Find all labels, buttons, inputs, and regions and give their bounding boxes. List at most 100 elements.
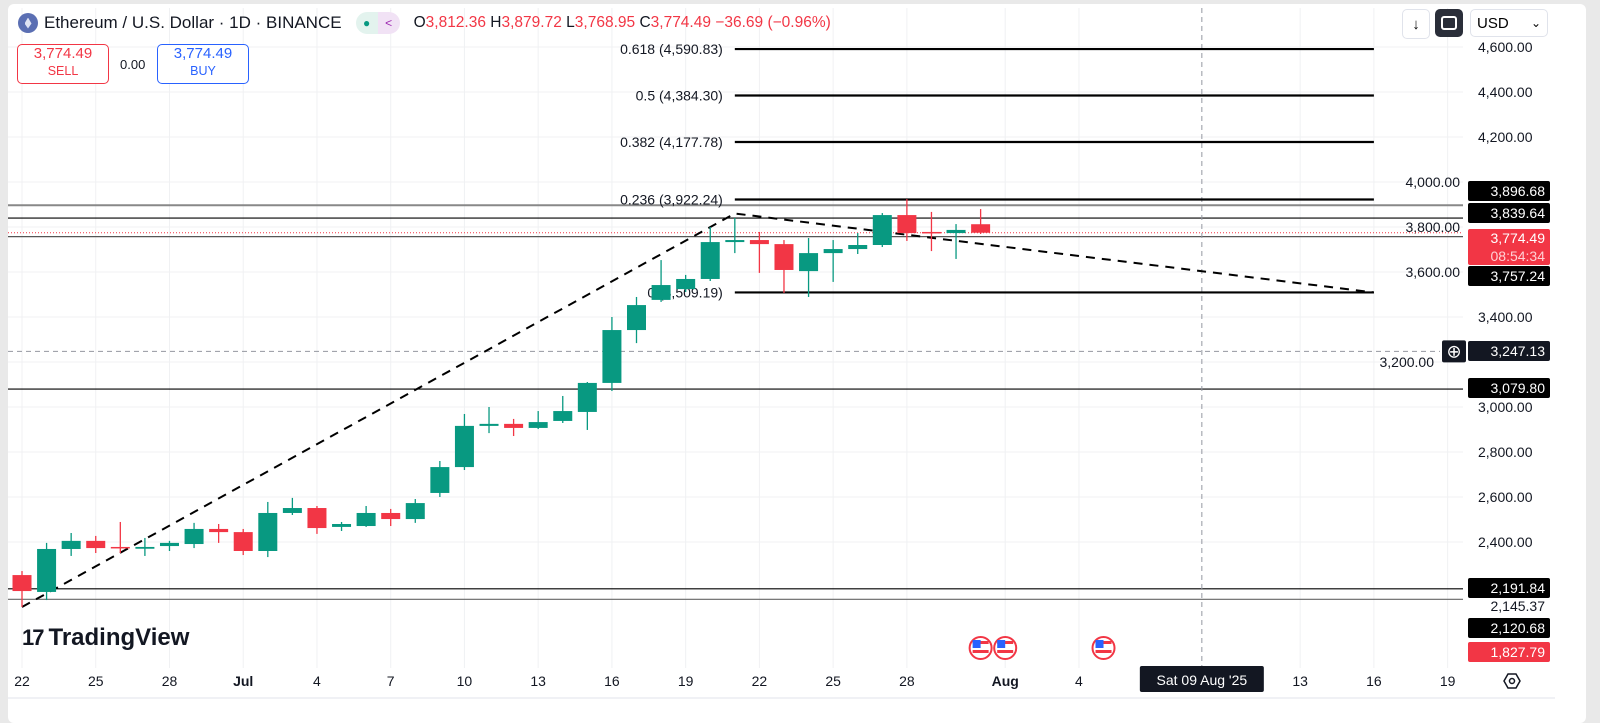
y-tick-label: 4,000.00 xyxy=(1406,174,1461,190)
close-label: C xyxy=(639,14,651,31)
candle-body[interactable] xyxy=(430,467,450,493)
download-button[interactable]: ↓ xyxy=(1402,9,1430,39)
trendline-dashed[interactable] xyxy=(21,212,1375,608)
candle-body[interactable] xyxy=(602,330,622,383)
y-tick-label: 2,800.00 xyxy=(1478,444,1533,460)
candle-body[interactable] xyxy=(553,411,573,421)
candle-body[interactable] xyxy=(651,285,671,300)
price-label-box xyxy=(1468,642,1550,662)
x-tick-label: 4 xyxy=(313,673,321,689)
price-label: 3,774.49 xyxy=(1491,230,1546,246)
candle-body[interactable] xyxy=(897,215,917,234)
price-label: 1,827.79 xyxy=(1491,644,1546,660)
add-alert-button[interactable] xyxy=(1442,340,1466,363)
settings-icon[interactable] xyxy=(1503,673,1521,689)
currency-select[interactable]: USD ⌄ xyxy=(1470,9,1548,37)
candle-body[interactable] xyxy=(282,508,302,513)
candle-body[interactable] xyxy=(159,542,179,547)
candle-body[interactable] xyxy=(921,231,941,234)
candle-body[interactable] xyxy=(135,546,155,549)
candle-body[interactable] xyxy=(823,249,843,254)
y-tick-label: 4,400.00 xyxy=(1478,84,1533,100)
candle-body[interactable] xyxy=(37,548,57,592)
high-value: 3,879.72 xyxy=(501,14,562,31)
candle-body[interactable] xyxy=(61,540,81,549)
chart-panel xyxy=(8,4,1586,723)
price-label: 2,145.37 xyxy=(1491,598,1546,614)
candle-body[interactable] xyxy=(676,278,696,290)
candle-body[interactable] xyxy=(86,540,106,549)
x-tick-label: 25 xyxy=(825,673,841,689)
y-tick-label: 3,200.00 xyxy=(1380,354,1435,370)
candle-body[interactable] xyxy=(184,528,204,545)
market-open-dot-icon: ● xyxy=(355,12,378,34)
low-value: 3,768.95 xyxy=(574,14,636,31)
tradingview-logo[interactable]: 17 TradingView xyxy=(22,624,189,652)
price-label: 3,896.68 xyxy=(1491,183,1546,199)
close-value: 3,774.49 xyxy=(650,14,711,31)
candle-body[interactable] xyxy=(872,215,892,245)
x-tick-label: 22 xyxy=(14,673,30,689)
us-flag-event-icon[interactable] xyxy=(993,636,1018,660)
price-label-box xyxy=(1468,266,1550,286)
candle-body[interactable] xyxy=(209,528,229,533)
candle-body[interactable] xyxy=(307,508,327,529)
candle-body[interactable] xyxy=(454,425,474,468)
price-label: 3,839.64 xyxy=(1491,205,1546,221)
x-tick-label: 19 xyxy=(678,673,694,689)
share-icon: < xyxy=(377,12,400,34)
candle-body[interactable] xyxy=(405,503,425,520)
price-label-box xyxy=(1468,181,1550,201)
buy-button[interactable]: 3,774.49 BUY xyxy=(157,44,249,84)
candle-body[interactable] xyxy=(12,575,32,592)
candle-body[interactable] xyxy=(577,382,597,412)
price-label-box xyxy=(1468,378,1550,398)
currency-value: USD xyxy=(1477,14,1509,32)
y-tick-label: 3,800.00 xyxy=(1406,219,1461,235)
price-label-box xyxy=(1468,578,1550,598)
candle-body[interactable] xyxy=(700,242,720,279)
sell-label: SELL xyxy=(47,64,79,78)
candle-body[interactable] xyxy=(233,532,253,551)
y-tick-label: 2,400.00 xyxy=(1478,534,1533,550)
candle-body[interactable] xyxy=(725,240,745,243)
candle-body[interactable] xyxy=(848,245,868,250)
candle-body[interactable] xyxy=(110,546,130,549)
crosshair-date-box xyxy=(1139,666,1264,692)
countdown-label: 08:54:34 xyxy=(1491,248,1546,264)
y-tick-label: 3,000.00 xyxy=(1478,399,1533,415)
price-label: 3,079.80 xyxy=(1491,380,1546,396)
candle-body[interactable] xyxy=(799,253,819,272)
status-pill[interactable]: ● < xyxy=(355,12,400,34)
candle-body[interactable] xyxy=(479,423,499,426)
us-flag-event-icon[interactable] xyxy=(968,636,993,660)
candle-body[interactable] xyxy=(381,512,401,520)
y-tick-label: 3,600.00 xyxy=(1406,264,1461,280)
candle-body[interactable] xyxy=(774,244,794,270)
price-label: 2,120.68 xyxy=(1491,620,1546,636)
x-tick-label: 16 xyxy=(604,673,620,689)
symbol-title[interactable]: Ethereum / U.S. Dollar · 1D · BINANCE xyxy=(44,13,342,32)
open-label: O xyxy=(413,14,426,31)
candle-body[interactable] xyxy=(946,229,966,234)
candle-body[interactable] xyxy=(356,512,376,527)
candle-body[interactable] xyxy=(971,224,991,233)
buy-price: 3,774.49 xyxy=(173,45,233,62)
fullscreen-button[interactable] xyxy=(1435,9,1463,37)
candle-body[interactable] xyxy=(749,240,769,245)
price-label-box xyxy=(1468,618,1550,638)
candle-body[interactable] xyxy=(332,524,352,527)
us-flag-event-icon[interactable] xyxy=(1091,636,1116,660)
candle-body[interactable] xyxy=(504,423,524,428)
x-tick-label: Jul xyxy=(233,673,253,689)
candle-body[interactable] xyxy=(258,512,278,551)
arrow-down-icon: ↓ xyxy=(1412,15,1420,33)
sell-button[interactable]: 3,774.49 SELL xyxy=(17,44,109,84)
fullscreen-icon xyxy=(1441,16,1457,30)
crosshair-date-label: Sat 09 Aug '25 xyxy=(1157,672,1248,688)
spread-value: 0.00 xyxy=(120,57,146,72)
y-tick-label: 2,600.00 xyxy=(1478,489,1533,505)
candle-body[interactable] xyxy=(627,305,646,331)
candle-body[interactable] xyxy=(528,422,548,428)
